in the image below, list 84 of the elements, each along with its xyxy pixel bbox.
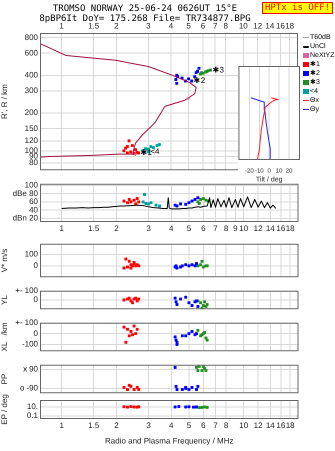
text: +- (15, 286, 23, 296)
y-tick-label: 300 (24, 86, 39, 96)
x-tick-label: 1.5 (88, 421, 100, 430)
x-tick-label: 2 (114, 224, 120, 234)
x-tick-label: 3 (146, 21, 152, 30)
chart-subtitle: 8pBP6It DoY= 175.268 File= TR734877.BPG (39, 14, 251, 24)
y-axis-title: PP (0, 374, 10, 384)
x-tick-label: 8 (224, 224, 229, 234)
y-axis-title: EP / deg (0, 394, 10, 425)
x-tick-label: 8 (224, 421, 229, 430)
chart-title: TROMSO NORWAY 25-06-24 0626UT 15°E (52, 4, 238, 14)
x-tick-label: 18 (286, 224, 296, 234)
x-tick-label: 1 (59, 421, 64, 430)
x-tick-label: 4 (169, 421, 174, 430)
x-tick-label: 6 (200, 21, 206, 30)
x-axis-title: Radio and Plasma Frequency / MHz (105, 436, 234, 446)
y-tick-label: -90 (26, 384, 39, 393)
annotation: <4 (150, 147, 160, 156)
annotation: ✱3 (212, 65, 225, 74)
y-tick-label: 100 (24, 318, 39, 328)
x-tick-label: 5 (186, 224, 192, 234)
y-tick-label: 0 (34, 261, 39, 270)
y-axis-title: XL /km (0, 322, 10, 352)
x-tick-label: 4 (169, 224, 174, 234)
y-tick-label: 100 (24, 286, 39, 296)
y-tick-label: 0 (34, 328, 39, 338)
annotation: ✱2 (194, 76, 206, 86)
x-tick-label: 1 (59, 224, 64, 234)
text: +- (15, 318, 23, 328)
y-tick-label: 80 (29, 158, 39, 168)
x-tick-label: 3 (146, 421, 152, 430)
x-tick-label: 1.5 (88, 224, 100, 234)
x-tick-label: 16 (276, 21, 286, 30)
x-tick-label: 12 (254, 421, 264, 430)
x-tick-label: 8 (223, 21, 228, 30)
y-tick-label: 200 (24, 108, 39, 118)
y-tick-label: -100 (22, 340, 39, 349)
y-tick-label: 0 (34, 295, 39, 304)
x-tick-label: 7 (213, 224, 218, 234)
x-tick-label: 18 (285, 21, 295, 30)
x-tick-label: 16 (276, 421, 286, 430)
text: HPTx is OFF! (262, 2, 333, 14)
x-tick-label: 12 (254, 224, 264, 234)
y-tick-label: 90 (29, 364, 39, 374)
x-tick-label: 14 (266, 421, 276, 430)
y-axis-title: YL (0, 294, 10, 305)
x-tick-label: 5 (186, 421, 192, 430)
x-tick-label: 6 (201, 421, 206, 430)
x-tick-label: 2 (114, 421, 120, 430)
x-tick-label: 1.5 (88, 21, 100, 30)
x-tick-label: 2 (114, 21, 120, 30)
x-tick-label: 10 (239, 224, 249, 234)
y-tick-label: 60 (29, 197, 39, 206)
y-tick-label: 0.1 (26, 411, 39, 420)
x-tick-label: 10 (239, 421, 249, 430)
x-tick-label: 18 (286, 421, 296, 430)
x-tick-label: 1 (59, 21, 64, 30)
y-axis-title: R', R / km (0, 84, 10, 120)
x-tick-label: 16 (276, 224, 286, 234)
x-tick-label: 3 (146, 224, 152, 234)
x-tick-label: 12 (253, 21, 263, 30)
y-tick-label: 600 (24, 48, 39, 58)
y-axis-title: V* m/s (0, 248, 10, 272)
x-tick-label: 14 (265, 21, 275, 30)
y-tick-label: dBe 80 (12, 188, 39, 198)
text: o (20, 384, 25, 393)
y-tick-label: 100 (24, 250, 39, 259)
x-tick-label: 4 (168, 21, 174, 30)
x-tick-label: 14 (266, 224, 276, 234)
y-tick-label: 120 (24, 136, 39, 146)
x-tick-label: 7 (213, 421, 218, 430)
y-tick-label: 40 (29, 205, 39, 214)
x-tick-label: 9 (233, 224, 238, 234)
y-tick-label: 150 (24, 124, 39, 133)
x-tick-label: 10 (238, 21, 248, 30)
y-tick-label: 10. (26, 402, 38, 412)
y-tick-label: dBn 20 (12, 214, 39, 223)
x-tick-label: 6 (201, 224, 206, 234)
text: x (23, 364, 28, 374)
y-tick-label: 100 (24, 180, 39, 190)
y-tick-label: 400 (24, 70, 39, 80)
x-tick-label: 5 (186, 21, 192, 30)
x-tick-label: 7 (212, 21, 218, 30)
y-tick-label: 800 (24, 32, 39, 42)
